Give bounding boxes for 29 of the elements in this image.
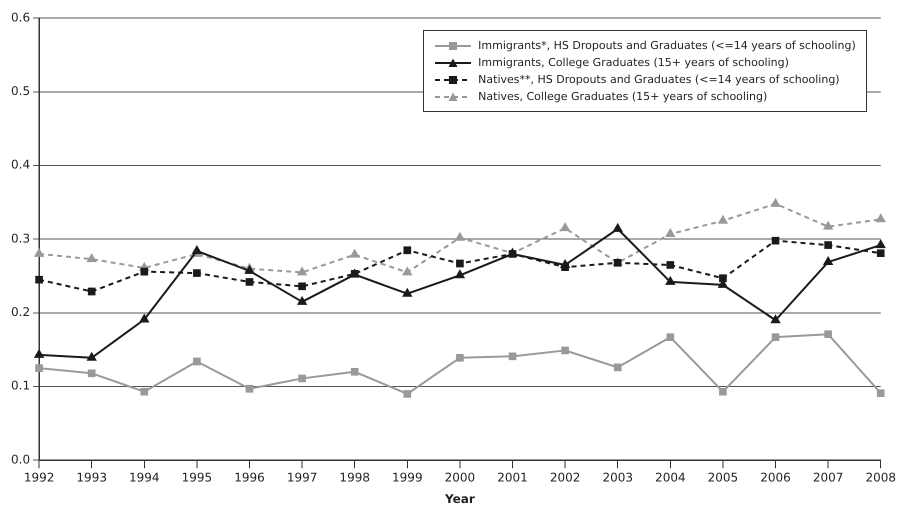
x-tick-label: 2001 bbox=[497, 470, 528, 485]
x-tick-label: 2000 bbox=[444, 470, 476, 485]
x-axis-title: Year bbox=[444, 492, 475, 506]
x-tick-label: 2005 bbox=[708, 470, 738, 485]
y-tick-label: 0.0 bbox=[10, 452, 30, 466]
legend-label: Immigrants, College Graduates (15+ years of schooling) bbox=[478, 56, 789, 70]
y-tick-label: 0.1 bbox=[10, 378, 30, 393]
y-tick-label: 0.2 bbox=[10, 304, 30, 319]
x-tick-label: 1992 bbox=[24, 470, 54, 485]
x-tick-label: 1995 bbox=[182, 470, 212, 485]
y-tick-label: 0.3 bbox=[10, 231, 30, 246]
x-tick-label: 2008 bbox=[865, 470, 896, 485]
y-tick-label: 0.4 bbox=[10, 158, 30, 172]
x-tick-label: 2007 bbox=[812, 470, 844, 485]
legend-label: Natives, College Graduates (15+ years of schooling) bbox=[478, 90, 768, 104]
legend-label: Natives**, HS Dropouts and Graduates (<=14 years of schooling) bbox=[478, 73, 840, 86]
x-tick-label: 1998 bbox=[339, 470, 370, 485]
x-tick-label: 1993 bbox=[76, 470, 107, 485]
x-tick-label: 2004 bbox=[655, 470, 686, 485]
x-tick-label: 1994 bbox=[129, 470, 160, 485]
x-tick-label: 2003 bbox=[602, 470, 633, 485]
x-tick-label: 1997 bbox=[286, 470, 318, 485]
legend-label: Immigrants*, HS Dropouts and Graduates (<=14 years of schooling) bbox=[478, 39, 856, 52]
x-tick-label: 1996 bbox=[234, 470, 265, 485]
x-tick-label: 2006 bbox=[760, 470, 791, 485]
x-tick-label: 2002 bbox=[550, 470, 580, 485]
y-tick-label: 0.6 bbox=[10, 10, 30, 24]
y-tick-label: 0.5 bbox=[10, 84, 30, 98]
x-tick-label: 1999 bbox=[392, 470, 423, 485]
